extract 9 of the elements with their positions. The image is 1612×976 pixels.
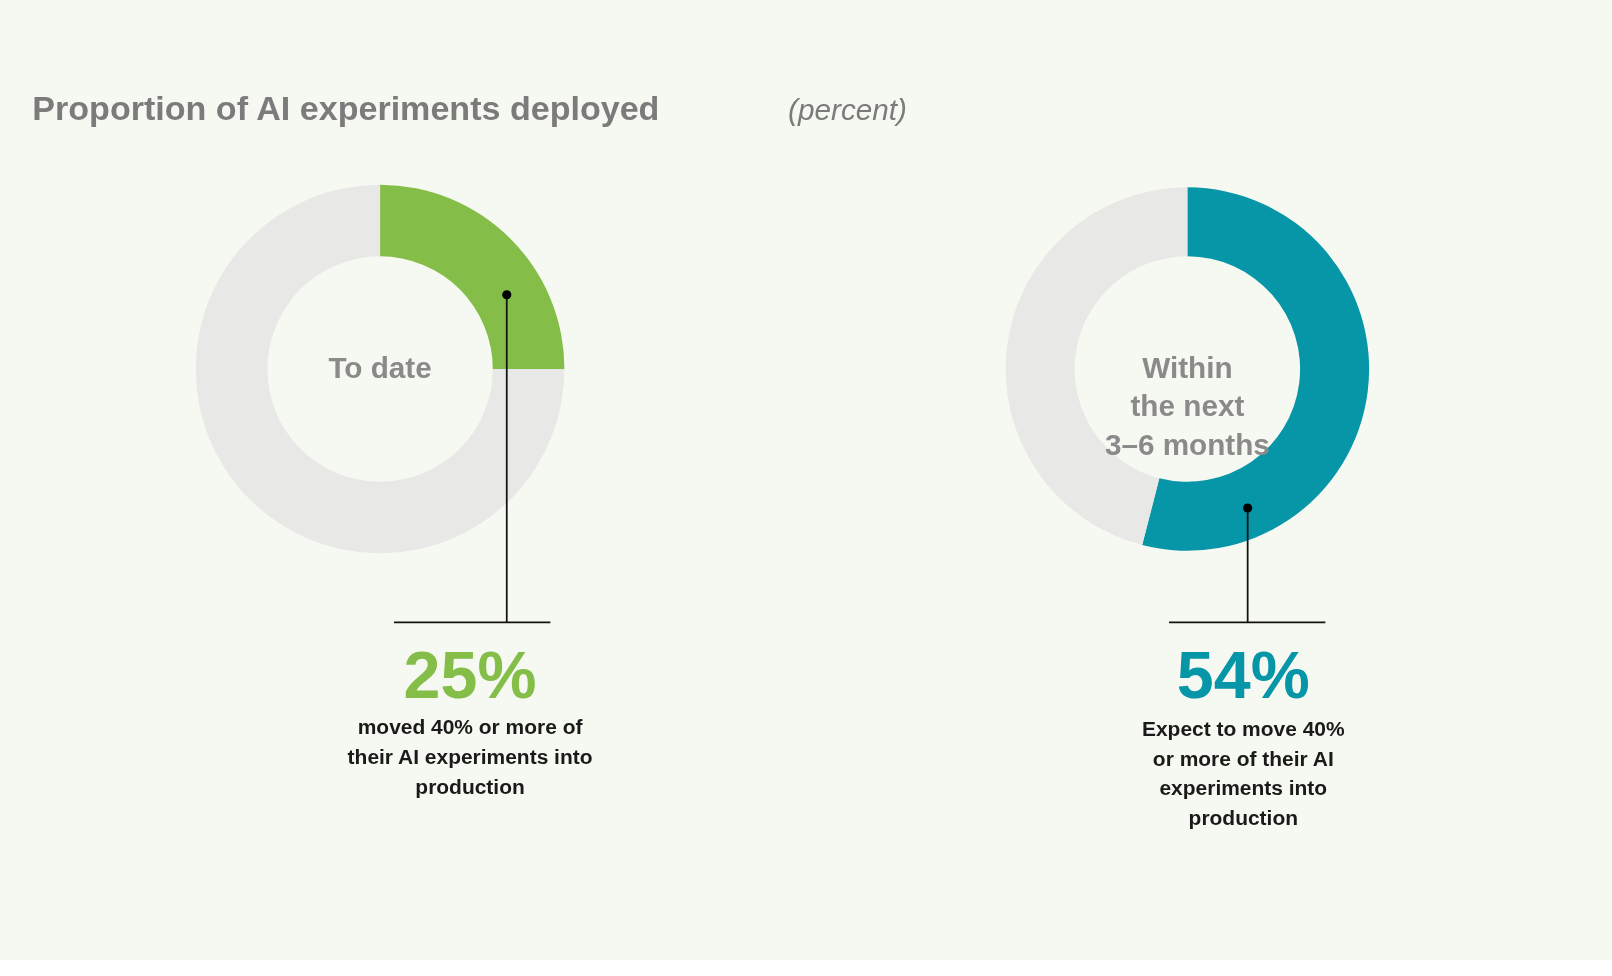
text: Expect to move 40% or more of their AI experiments into production bbox=[1141, 717, 1345, 830]
data-label: 54% bbox=[1176, 637, 1310, 712]
donut-slice bbox=[195, 184, 565, 554]
chart-title: Proportion of AI experiments deployed bbox=[32, 89, 660, 128]
text: To date bbox=[328, 350, 432, 384]
data-label: 25% bbox=[403, 637, 537, 712]
text: moved 40% or more of their AI experiments into production bbox=[347, 715, 593, 798]
text: Within the next 3–6 months bbox=[1104, 350, 1270, 461]
text: (percent) bbox=[788, 93, 907, 127]
